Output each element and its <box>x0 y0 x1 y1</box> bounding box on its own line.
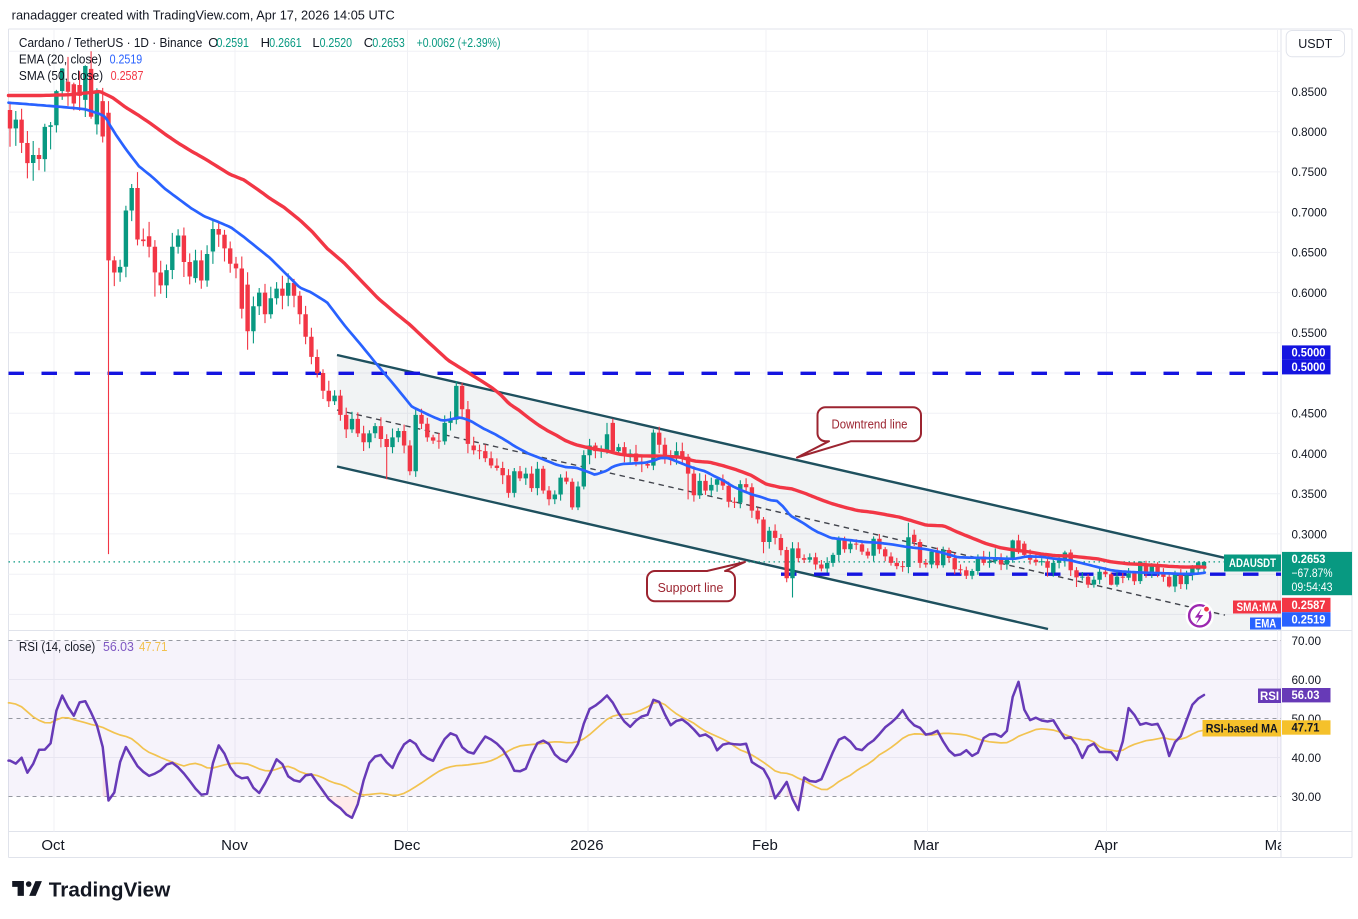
svg-text:0.2587: 0.2587 <box>1292 600 1326 612</box>
svg-text:0.2519: 0.2519 <box>1292 614 1326 626</box>
svg-text:0.2661: 0.2661 <box>269 35 301 50</box>
svg-text:70.00: 70.00 <box>1292 634 1322 648</box>
svg-text:56.03: 56.03 <box>1292 690 1320 702</box>
svg-text:47.71: 47.71 <box>1292 723 1321 735</box>
svg-text:RSI-based MA: RSI-based MA <box>1206 723 1278 735</box>
svg-text:−67.87%: −67.87% <box>1292 568 1333 580</box>
svg-text:0.8000: 0.8000 <box>1292 125 1328 139</box>
svg-text:EMA (20, close): EMA (20, close) <box>19 51 102 66</box>
svg-text:56.03: 56.03 <box>103 639 134 654</box>
svg-text:Nov: Nov <box>221 837 248 854</box>
svg-text:L: L <box>312 35 319 50</box>
svg-text:Downtrend line: Downtrend line <box>832 418 908 432</box>
svg-text:Dec: Dec <box>394 837 421 854</box>
svg-text:09:54:43: 09:54:43 <box>1292 582 1333 594</box>
svg-text:SMA:MA: SMA:MA <box>1237 602 1278 614</box>
svg-text:0.2520: 0.2520 <box>320 35 352 50</box>
svg-text:Feb: Feb <box>752 837 778 854</box>
svg-text:Apr: Apr <box>1095 837 1118 854</box>
svg-text:0.2653: 0.2653 <box>1292 554 1326 566</box>
svg-text:TradingView: TradingView <box>49 878 171 901</box>
svg-text:0.2653: 0.2653 <box>372 35 404 50</box>
svg-text:RSI: RSI <box>1260 691 1279 703</box>
svg-text:USDT: USDT <box>1298 37 1332 51</box>
svg-text:0.2591: 0.2591 <box>217 35 249 50</box>
svg-text:40.00: 40.00 <box>1292 751 1322 765</box>
svg-text:0.6000: 0.6000 <box>1292 286 1328 300</box>
svg-text:60.00: 60.00 <box>1292 673 1322 687</box>
svg-text:0.8500: 0.8500 <box>1292 85 1328 99</box>
svg-text:0.3000: 0.3000 <box>1292 527 1328 541</box>
svg-text:ADAUSDT: ADAUSDT <box>1229 558 1276 570</box>
svg-text:0.7000: 0.7000 <box>1292 205 1328 219</box>
svg-text:O: O <box>208 35 218 50</box>
svg-text:SMA (50, close): SMA (50, close) <box>19 68 103 83</box>
svg-text:+0.0062 (+2.39%): +0.0062 (+2.39%) <box>417 35 501 50</box>
svg-text:Support line: Support line <box>658 581 724 595</box>
svg-text:0.2587: 0.2587 <box>111 68 144 83</box>
svg-text:May: May <box>1265 837 1294 854</box>
svg-text:0.2519: 0.2519 <box>110 51 143 66</box>
svg-text:0.5000: 0.5000 <box>1292 362 1326 374</box>
svg-text:H: H <box>261 35 270 50</box>
svg-text:0.5500: 0.5500 <box>1292 326 1328 340</box>
svg-text:0.4500: 0.4500 <box>1292 407 1328 421</box>
svg-text:Mar: Mar <box>913 837 939 854</box>
svg-text:RSI (14, close): RSI (14, close) <box>19 639 95 654</box>
svg-text:0.3500: 0.3500 <box>1292 487 1328 501</box>
svg-text:0.5000: 0.5000 <box>1292 347 1326 359</box>
svg-text:ranadagger created with Tradin: ranadagger created with TradingView.com,… <box>12 9 395 23</box>
svg-text:Oct: Oct <box>41 837 65 854</box>
svg-text:C: C <box>364 35 373 50</box>
svg-text:0.4000: 0.4000 <box>1292 447 1328 461</box>
svg-text:47.71: 47.71 <box>139 639 167 654</box>
svg-text:30.00: 30.00 <box>1292 790 1322 804</box>
svg-text:Cardano / TetherUS · 1D · Bina: Cardano / TetherUS · 1D · Binance <box>19 35 202 50</box>
svg-text:EMA: EMA <box>1255 619 1277 631</box>
svg-text:0.7500: 0.7500 <box>1292 165 1328 179</box>
svg-text:2026: 2026 <box>570 837 603 854</box>
svg-text:0.6500: 0.6500 <box>1292 246 1328 260</box>
